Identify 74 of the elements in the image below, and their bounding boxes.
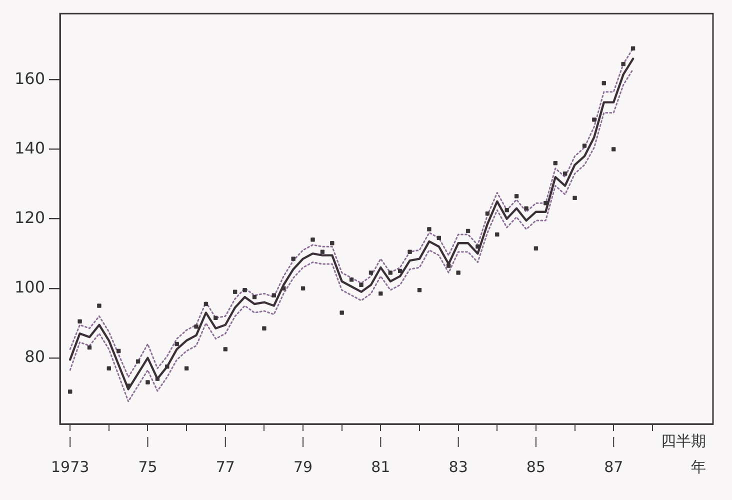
point bbox=[87, 345, 92, 350]
x-tick-label: 75 bbox=[138, 458, 158, 476]
x-tick-label: 79 bbox=[293, 458, 313, 476]
point bbox=[310, 238, 315, 242]
point bbox=[476, 244, 480, 249]
point bbox=[320, 250, 325, 254]
point bbox=[378, 291, 383, 296]
point bbox=[417, 288, 422, 292]
y-tick-label: 80 bbox=[24, 347, 45, 366]
point bbox=[514, 194, 519, 198]
point bbox=[233, 290, 238, 294]
x-tick-label: 77 bbox=[216, 458, 235, 476]
x-tick-label: 81 bbox=[371, 458, 390, 476]
point bbox=[262, 326, 266, 330]
point bbox=[466, 228, 470, 234]
x-tick-label: 83 bbox=[448, 458, 468, 476]
point bbox=[126, 384, 130, 388]
y-tick-label: 140 bbox=[14, 138, 45, 158]
point bbox=[562, 172, 568, 176]
point bbox=[602, 81, 606, 86]
point bbox=[359, 282, 364, 287]
point bbox=[436, 236, 441, 240]
point bbox=[495, 232, 500, 237]
text: 年 bbox=[691, 458, 706, 476]
point bbox=[612, 147, 616, 152]
point bbox=[146, 380, 150, 384]
point bbox=[68, 390, 72, 394]
point bbox=[524, 206, 528, 210]
point bbox=[534, 246, 538, 250]
point bbox=[630, 46, 636, 50]
point bbox=[398, 268, 402, 274]
point bbox=[116, 348, 121, 354]
point bbox=[155, 376, 160, 381]
point bbox=[194, 324, 198, 329]
point bbox=[174, 342, 179, 346]
x-tick-label: 1973 bbox=[51, 458, 90, 476]
point bbox=[184, 366, 189, 370]
x-tick-label: 85 bbox=[526, 458, 546, 476]
y-tick-label: 160 bbox=[14, 68, 45, 88]
point bbox=[252, 294, 257, 300]
point bbox=[621, 62, 626, 66]
x-axis-title: 四半期 bbox=[661, 432, 706, 450]
point bbox=[330, 241, 334, 246]
point bbox=[300, 286, 306, 290]
point bbox=[485, 211, 490, 216]
x-tick-label: 87 bbox=[604, 458, 624, 476]
point bbox=[204, 302, 208, 306]
point bbox=[106, 366, 112, 370]
point bbox=[282, 286, 286, 290]
point bbox=[553, 161, 558, 166]
point bbox=[242, 288, 247, 292]
point bbox=[572, 196, 577, 200]
point bbox=[214, 316, 218, 320]
point bbox=[368, 270, 374, 275]
point bbox=[456, 270, 460, 275]
point bbox=[446, 264, 451, 268]
point bbox=[340, 310, 344, 315]
point bbox=[582, 144, 587, 148]
point bbox=[136, 359, 140, 364]
point bbox=[388, 270, 392, 275]
point bbox=[78, 319, 82, 324]
point bbox=[165, 364, 170, 369]
point bbox=[349, 278, 354, 282]
point bbox=[544, 201, 548, 206]
point bbox=[504, 208, 509, 212]
point bbox=[223, 347, 228, 352]
y-tick-label: 120 bbox=[14, 208, 45, 227]
point bbox=[427, 227, 432, 232]
point bbox=[592, 118, 596, 122]
point bbox=[408, 250, 412, 254]
y-tick-label: 100 bbox=[14, 278, 45, 297]
point bbox=[291, 256, 296, 261]
point bbox=[272, 293, 276, 298]
point bbox=[97, 304, 102, 308]
